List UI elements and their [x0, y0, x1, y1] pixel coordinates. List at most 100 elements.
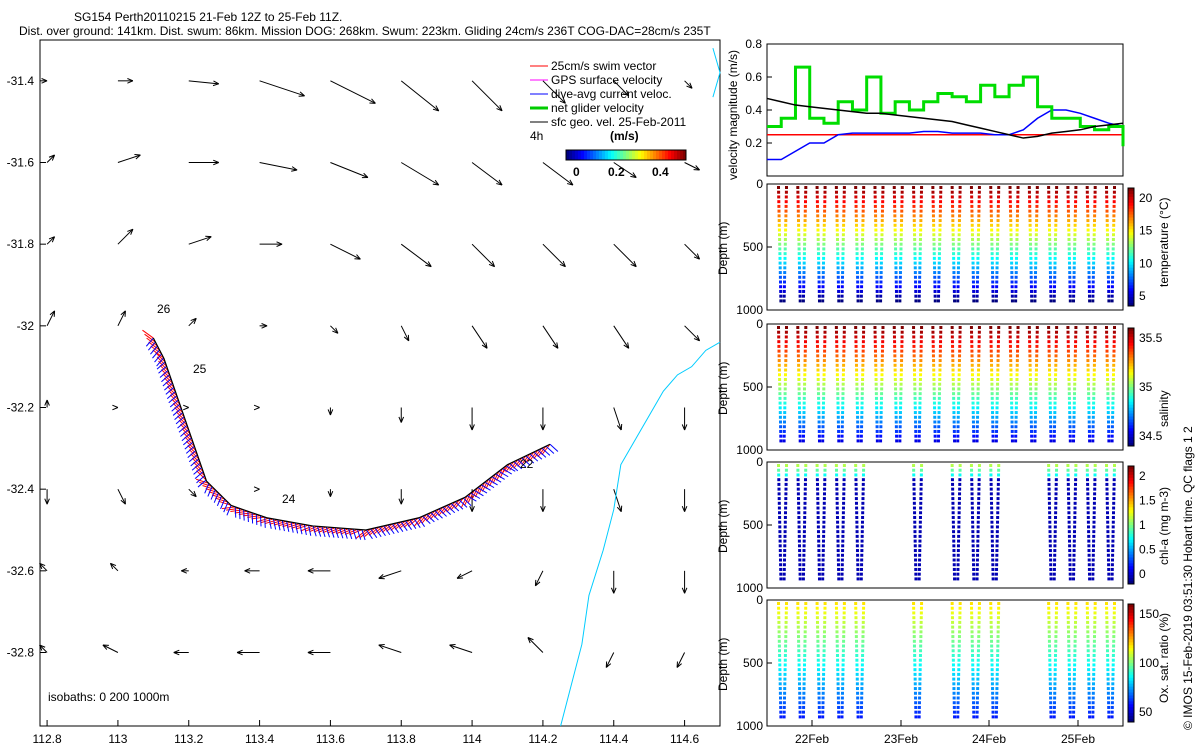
dac-vector — [365, 529, 373, 540]
cb-tick-label: 1 — [1139, 518, 1146, 532]
qc-note: © IMOS 15-Feb-2019 03:51:30 Hobart time.… — [1181, 426, 1195, 730]
map-xtick-label: 114.4 — [599, 732, 628, 746]
colorbar-cell — [602, 150, 606, 160]
swim-vector — [181, 428, 192, 439]
dac-vector — [356, 529, 362, 540]
swim-vector — [168, 390, 179, 401]
swim-vector — [344, 528, 358, 535]
isobaths-note: isobaths: 0 200 1000m — [48, 690, 169, 704]
dac-vector — [183, 437, 192, 446]
depth-tick-label: 0 — [756, 593, 763, 607]
colorbar-cell — [611, 150, 615, 160]
swim-vector — [178, 419, 189, 430]
geo-vector-arrow — [117, 228, 134, 245]
swim-vector — [205, 488, 219, 494]
swim-vector — [399, 519, 411, 529]
geo-vector-arrow — [684, 80, 693, 89]
geo-vector-arrow — [259, 241, 283, 247]
dac-vector — [272, 518, 277, 530]
colorbar-frame — [565, 149, 687, 161]
dac-vector — [473, 489, 484, 497]
colorbar-cell — [659, 150, 663, 160]
depth-tick-label: 0 — [756, 317, 763, 331]
colorbar-cell — [593, 150, 597, 160]
glider-path — [152, 337, 551, 531]
dac-vector — [405, 520, 412, 531]
swim-vector — [529, 449, 539, 461]
dac-vector — [165, 386, 175, 395]
geo-vector-arrow — [681, 489, 688, 512]
dac-vector — [161, 374, 170, 383]
dac-vector — [264, 517, 266, 528]
depth-tick-label: 500 — [743, 240, 763, 254]
swim-vector — [242, 513, 257, 517]
colorbar-salinity: 35.5 35 34.5 salinity — [1127, 327, 1171, 447]
dac-vector — [308, 525, 312, 536]
dac-vector — [529, 453, 539, 462]
cb-tick-label: 1.5 — [1139, 494, 1156, 508]
map-xtick-label: 113.6 — [316, 732, 345, 746]
dac-vector — [152, 349, 160, 359]
day-label-25: 25 — [193, 362, 207, 376]
dac-vector — [466, 495, 477, 502]
dac-vector — [533, 451, 543, 460]
swim-vector — [355, 529, 367, 539]
map-xtick-label: 113.4 — [245, 732, 274, 746]
colorbar-cell — [575, 150, 579, 160]
geo-vector-arrow — [684, 243, 701, 260]
dac-vector — [156, 357, 165, 367]
day-label-26: 26 — [157, 302, 171, 316]
colorbar-cell — [668, 150, 672, 160]
dac-vector — [409, 519, 417, 529]
swim-vector — [373, 525, 385, 535]
geo-vector-arrow — [471, 325, 488, 349]
dac-vector — [187, 450, 197, 458]
swim-vector — [386, 522, 398, 532]
dac-vector — [325, 526, 331, 538]
swim-vector — [159, 364, 170, 376]
colorbar-cell — [578, 150, 582, 160]
map-legend: 25cm/s swim vector GPS surface velocity … — [530, 59, 687, 179]
swim-vector — [247, 515, 261, 518]
geo-vector-arrow — [259, 80, 305, 97]
dac-vector — [188, 454, 198, 463]
dac-vector — [343, 528, 348, 539]
swim-vector — [340, 528, 354, 535]
depth-tick-label: 500 — [743, 380, 763, 394]
colorbar-cell — [617, 150, 621, 160]
geo-vector-arrow — [259, 162, 298, 172]
depth-ylabel: Depth (m) — [716, 362, 730, 415]
geo-vector-arrow — [613, 325, 630, 349]
dac-vector — [251, 512, 254, 524]
swim-vector — [193, 461, 204, 472]
map-xtick-label: 114.2 — [528, 732, 557, 746]
panel-chl: 0 500 1000 Depth (m) 2 1.5 1 0.5 0 chl-a (mg m-3) — [716, 455, 1171, 595]
colorbar-cell — [653, 150, 657, 160]
geo-vector-arrow — [46, 310, 56, 327]
panel-salinity: 0 500 1000 Depth (m) 35.5 35 34.5 salinity — [716, 317, 1171, 457]
dac-vector — [400, 521, 408, 532]
cb-tick-label: 35.5 — [1139, 331, 1163, 345]
geo-vector-arrow — [613, 80, 630, 97]
colorbar-cell — [665, 150, 669, 160]
dac-vector — [458, 499, 468, 508]
swim-vector — [221, 506, 236, 510]
colorbar-cell — [566, 150, 570, 160]
geo-vector-arrow — [400, 80, 440, 112]
dac-vector — [434, 510, 443, 519]
dac-vector — [521, 457, 531, 466]
dac-vector — [260, 515, 262, 527]
swim-vector — [251, 516, 265, 520]
dac-vector — [498, 470, 509, 478]
geo-vector-arrow — [540, 489, 546, 512]
swim-vector — [533, 447, 543, 460]
geo-vector-arrow — [39, 562, 48, 572]
swim-vector — [360, 528, 371, 538]
panel-frame — [766, 323, 1124, 451]
geo-vector-arrow — [676, 652, 686, 668]
swim-vector — [166, 386, 178, 397]
colorbar-cell — [683, 150, 687, 160]
swim-vector — [161, 369, 172, 380]
swim-vector — [442, 503, 452, 515]
cb-tick-label: 50 — [1139, 705, 1153, 719]
